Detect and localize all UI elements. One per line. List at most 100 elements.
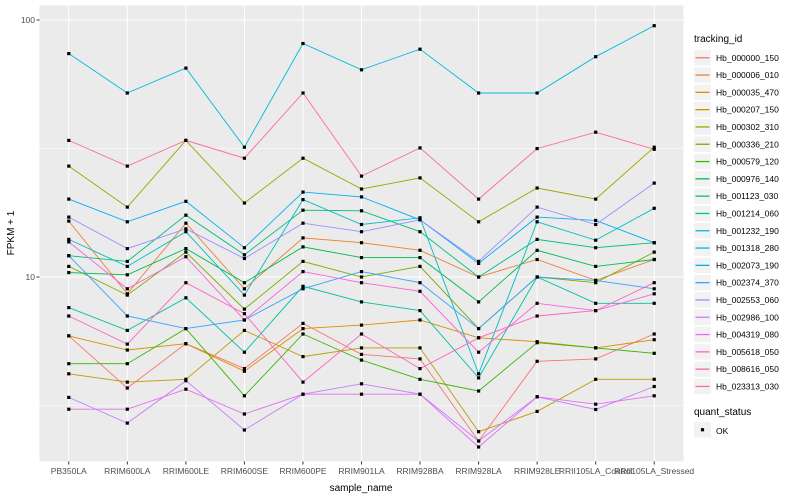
data-point xyxy=(125,220,129,224)
data-point xyxy=(184,379,188,383)
legend-quant-ok-label: OK xyxy=(716,426,729,436)
data-point xyxy=(301,236,305,240)
legend-item-label: Hb_002986_100 xyxy=(716,312,779,322)
data-point xyxy=(359,300,364,304)
data-point xyxy=(242,281,246,285)
data-point xyxy=(477,91,481,95)
data-point xyxy=(301,355,305,359)
legend-quant-key xyxy=(694,422,711,438)
x-tick-labels: PB350LA RRIM600LA RRIM600LE RRIM600SE RRIM60… xyxy=(51,466,695,476)
legend-item: Hb_002986_100 xyxy=(694,309,779,325)
legend-quant-title: quant_status xyxy=(694,407,751,418)
data-point xyxy=(301,392,305,396)
data-point xyxy=(242,256,246,261)
legend-item-label: Hb_002553_060 xyxy=(716,295,779,305)
data-point xyxy=(67,219,71,223)
data-point xyxy=(242,293,246,297)
data-point xyxy=(184,342,188,346)
data-point xyxy=(594,278,598,282)
data-point xyxy=(67,271,71,275)
data-point xyxy=(652,24,656,28)
data-point xyxy=(67,395,71,399)
data-point xyxy=(301,259,305,263)
legend-item-label: Hb_000000_150 xyxy=(716,53,779,63)
data-point xyxy=(477,350,481,354)
data-point xyxy=(125,91,129,95)
data-point xyxy=(594,357,598,361)
x-tick-label: RRIM928BA xyxy=(396,466,444,476)
data-point xyxy=(359,275,364,279)
legend-item: Hb_004319_080 xyxy=(694,326,779,343)
legend-item: Hb_001214_060 xyxy=(694,205,779,222)
legend-item-label: Hb_002073_190 xyxy=(716,260,779,270)
data-point xyxy=(67,52,71,56)
data-point xyxy=(594,238,598,242)
x-tick-label: RRIM600SE xyxy=(221,466,269,476)
data-point xyxy=(535,314,539,318)
data-point xyxy=(594,222,598,227)
data-point xyxy=(418,289,422,293)
data-point xyxy=(359,382,364,386)
data-point xyxy=(125,205,129,209)
legend-item-label: Hb_000035_470 xyxy=(716,87,779,97)
data-point xyxy=(477,275,481,279)
data-point xyxy=(184,250,188,254)
data-point xyxy=(535,248,539,252)
data-point xyxy=(125,407,129,411)
data-point xyxy=(594,218,598,222)
data-point xyxy=(67,164,71,168)
data-point xyxy=(652,145,656,149)
data-point xyxy=(652,287,656,291)
data-point xyxy=(67,334,71,338)
data-point xyxy=(184,327,188,331)
data-point xyxy=(477,300,481,304)
legend-item: Hb_000207_150 xyxy=(694,101,779,118)
data-point xyxy=(67,372,71,376)
data-point xyxy=(184,230,188,234)
data-point xyxy=(477,261,481,265)
data-point xyxy=(184,281,188,285)
data-point xyxy=(594,246,598,250)
y-tick-label-100: 100 xyxy=(21,15,35,25)
legend-item-label: Hb_000302_310 xyxy=(716,122,779,132)
data-point xyxy=(67,306,71,310)
data-point xyxy=(301,190,305,194)
axis-ticks xyxy=(36,19,655,465)
data-point xyxy=(301,156,305,160)
data-point xyxy=(242,428,246,432)
x-tick-label: RRIM901LA xyxy=(338,466,385,476)
x-tick-label: RRIM928LA xyxy=(455,466,502,476)
data-point xyxy=(535,359,539,363)
legend-item: Hb_002374_370 xyxy=(694,274,779,291)
data-point xyxy=(359,174,364,178)
data-point xyxy=(301,270,305,274)
data-point xyxy=(477,336,481,340)
data-point xyxy=(301,332,305,336)
data-point xyxy=(125,362,129,366)
legend-item: Hb_023313_030 xyxy=(694,378,779,395)
data-point xyxy=(594,301,598,305)
data-point xyxy=(125,348,129,352)
data-point xyxy=(67,237,71,241)
data-point xyxy=(242,394,246,398)
legend-tracking-items: Hb_000000_150 Hb_000006_010 Hb_000035_470 H… xyxy=(694,50,779,395)
legend-item: Hb_005618_050 xyxy=(694,344,779,360)
data-point xyxy=(242,369,246,373)
data-point xyxy=(359,392,364,396)
data-point xyxy=(359,187,364,191)
data-point xyxy=(535,409,539,413)
data-point xyxy=(125,264,129,268)
data-point xyxy=(125,259,129,263)
data-point xyxy=(184,199,188,203)
legend-item: Hb_000302_310 xyxy=(694,119,779,135)
data-point xyxy=(477,376,481,380)
data-point xyxy=(125,386,129,390)
data-point xyxy=(418,216,422,220)
data-point xyxy=(359,346,364,350)
data-point xyxy=(359,352,364,356)
data-point xyxy=(359,256,364,260)
data-point xyxy=(535,205,539,209)
data-point xyxy=(242,328,246,332)
